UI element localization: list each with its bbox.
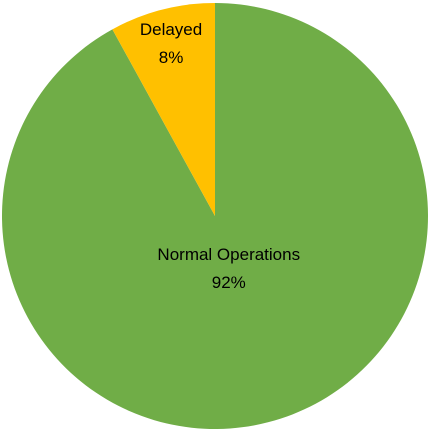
slice-category-label: Delayed — [140, 20, 202, 39]
slice-category-label: Normal Operations — [157, 245, 300, 264]
slice-value-label: 92% — [212, 273, 246, 292]
pie-slice — [1, 3, 428, 430]
pie-slice — [112, 2, 215, 216]
slice-value-label: 8% — [159, 48, 184, 67]
